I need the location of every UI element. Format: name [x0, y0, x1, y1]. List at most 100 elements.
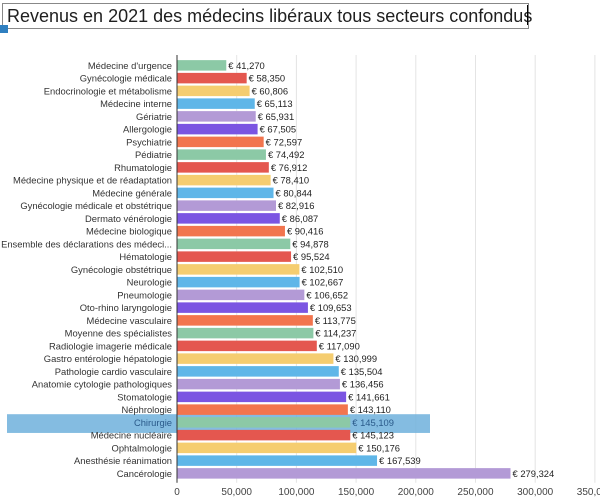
- data-label: € 60,806: [252, 85, 288, 96]
- bar[interactable]: [177, 123, 258, 135]
- category-label: Gynécologie médicale et obstétrique: [20, 200, 172, 211]
- data-label: € 86,087: [282, 213, 319, 224]
- bar[interactable]: [177, 85, 250, 97]
- bar[interactable]: [177, 276, 300, 288]
- category-label: Psychiatrie: [126, 136, 172, 147]
- category-label: Pneumologie: [117, 289, 172, 300]
- x-tick-label: 50,000: [221, 487, 252, 498]
- bar[interactable]: [177, 404, 348, 415]
- data-label: € 279,324: [513, 468, 555, 479]
- bar[interactable]: [177, 200, 276, 211]
- bar[interactable]: [177, 72, 247, 84]
- category-label: Dermato vénérologie: [85, 213, 172, 224]
- bar[interactable]: [177, 468, 511, 479]
- data-label: € 136,456: [342, 379, 384, 390]
- data-label: € 78,410: [273, 175, 310, 186]
- category-label: Médecine d'urgence: [88, 60, 172, 71]
- data-label: € 74,492: [268, 149, 305, 160]
- bar[interactable]: [177, 98, 255, 109]
- category-label: Radiologie imagerie médicale: [49, 340, 172, 351]
- x-tick-label: 300,000: [517, 487, 554, 498]
- data-label: € 72,597: [266, 136, 303, 147]
- bar[interactable]: [177, 174, 271, 186]
- data-label: € 65,113: [257, 98, 293, 109]
- data-label: € 145,123: [352, 430, 394, 441]
- data-label: € 150,176: [358, 442, 400, 453]
- bar[interactable]: [177, 251, 292, 262]
- data-label: € 109,653: [310, 302, 352, 313]
- category-label: Anesthésie réanimation: [74, 455, 172, 466]
- category-label: Médecine générale: [92, 187, 172, 198]
- data-label: € 106,652: [306, 289, 348, 300]
- bar[interactable]: [177, 60, 227, 71]
- data-label: € 90,416: [287, 226, 324, 237]
- data-label: € 41,270: [228, 60, 265, 71]
- x-tick-label: 200,000: [398, 487, 435, 498]
- category-label: Pédiatrie: [135, 149, 172, 160]
- category-label: Gastro entérologie hépatologie: [44, 353, 172, 364]
- bar[interactable]: [177, 315, 313, 326]
- data-label: € 67,505: [260, 124, 297, 135]
- data-label: € 141,661: [348, 391, 390, 402]
- category-label: Oto-rhino laryngologie: [80, 302, 172, 313]
- category-label: Cancérologie: [117, 468, 172, 479]
- data-label: € 113,775: [315, 315, 356, 326]
- category-label: Gynécologie médicale: [80, 73, 172, 84]
- bar[interactable]: [177, 302, 308, 313]
- bar[interactable]: [177, 417, 351, 428]
- bar[interactable]: [177, 327, 314, 339]
- category-label: Stomatologie: [117, 391, 172, 402]
- category-label: Ensemble des déclarations des médeci...: [1, 238, 172, 249]
- bar[interactable]: [177, 442, 357, 454]
- category-label: Moyenne des spécialistes: [65, 328, 173, 339]
- data-label: € 102,667: [302, 277, 344, 288]
- bar[interactable]: [177, 378, 340, 390]
- bar[interactable]: [177, 366, 339, 377]
- category-label: Médecine physique et de réadaptation: [13, 175, 172, 186]
- data-label: € 102,510: [301, 264, 343, 275]
- bar[interactable]: [177, 391, 347, 403]
- x-tick-label: 150,000: [338, 487, 375, 498]
- x-tick-label: 100,000: [278, 487, 315, 498]
- data-label: € 80,844: [276, 187, 313, 198]
- category-label: Endocrinologie et métabolisme: [44, 85, 172, 96]
- bar[interactable]: [177, 213, 280, 224]
- data-label: € 82,916: [278, 200, 315, 211]
- data-label: € 95,524: [293, 251, 330, 262]
- category-label: Allergologie: [123, 124, 172, 135]
- category-label: Gériatrie: [136, 111, 172, 122]
- bar[interactable]: [177, 289, 305, 301]
- selection-handle[interactable]: [0, 25, 8, 33]
- category-label: Hématologie: [119, 251, 172, 262]
- bar[interactable]: [177, 455, 378, 466]
- bar[interactable]: [177, 162, 269, 173]
- bar[interactable]: [177, 136, 264, 148]
- bar[interactable]: [177, 238, 291, 250]
- text-cursor: [527, 5, 528, 25]
- data-label: € 130,999: [335, 353, 377, 364]
- category-label: Neurologie: [127, 277, 172, 288]
- data-label: € 114,237: [315, 328, 356, 339]
- category-label: Rhumatologie: [114, 162, 172, 173]
- bar[interactable]: [177, 111, 256, 122]
- category-label: Gynécologie obstétrique: [71, 264, 172, 275]
- bar[interactable]: [177, 149, 266, 160]
- data-label: € 143,110: [350, 404, 391, 415]
- category-label: Pathologie cardio vasculaire: [55, 366, 172, 377]
- category-label: Néphrologie: [121, 404, 172, 415]
- bar[interactable]: [177, 264, 300, 275]
- bar[interactable]: [177, 429, 351, 441]
- chart-title[interactable]: Revenus en 2021 des médecins libéraux to…: [7, 6, 533, 26]
- bar[interactable]: [177, 340, 317, 352]
- category-label: Médecine vasculaire: [87, 315, 172, 326]
- chart-title-box[interactable]: Revenus en 2021 des médecins libéraux to…: [2, 3, 533, 29]
- bar[interactable]: [177, 225, 285, 237]
- x-tick-label: 350,000: [577, 487, 600, 498]
- data-label: € 167,539: [379, 455, 421, 466]
- x-tick-label: 0: [174, 487, 180, 498]
- category-label: Médecine biologique: [86, 226, 172, 237]
- bar[interactable]: [177, 353, 334, 364]
- data-label: € 117,090: [319, 340, 360, 351]
- bar[interactable]: [177, 187, 274, 199]
